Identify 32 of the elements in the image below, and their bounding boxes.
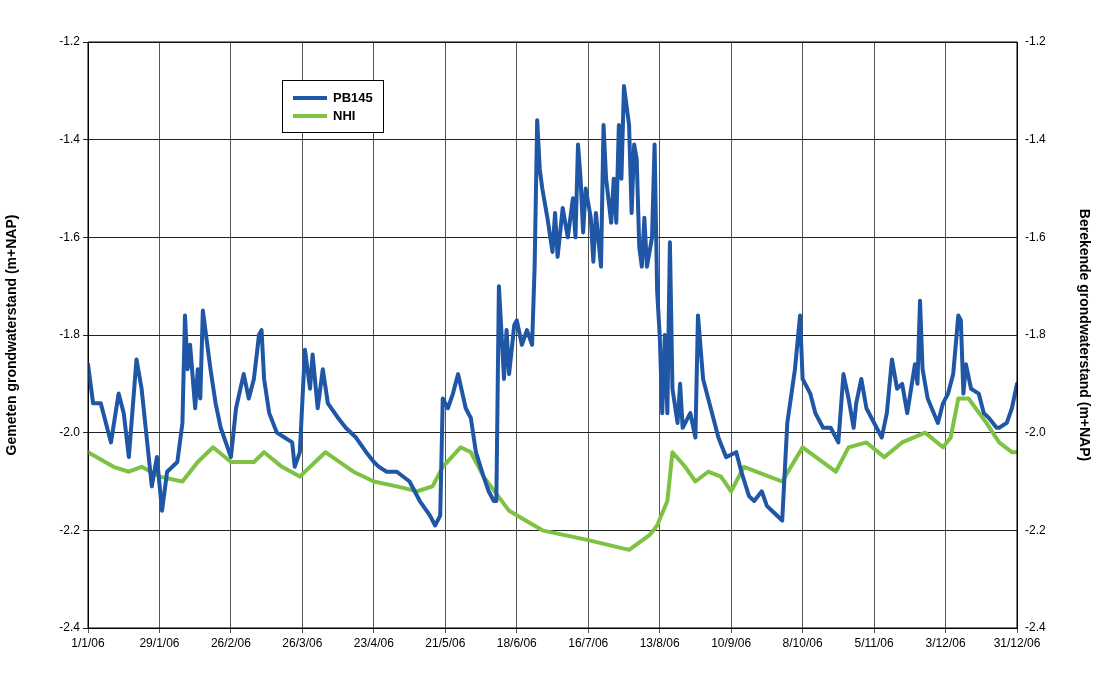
legend-label: PB145 — [333, 90, 373, 105]
y2-axis-title: Berekende grondwaterstand (m+NAP) — [1076, 208, 1093, 462]
x-tick-label: 29/1/06 — [139, 635, 180, 650]
y-tick-label: -1.8 — [59, 327, 81, 342]
y-tick-label: -1.4 — [59, 131, 81, 146]
x-tick-label: 18/6/06 — [496, 635, 538, 650]
x-tick-label: 3/12/06 — [925, 635, 966, 650]
y-tick-label: -2.0 — [59, 424, 81, 439]
y-tick-label: -2.2 — [59, 522, 81, 537]
y2-tick-label: -2.0 — [1025, 424, 1046, 439]
x-tick-label: 13/8/06 — [639, 635, 681, 650]
legend-label: NHI — [333, 108, 356, 123]
x-tick-label: 23/4/06 — [353, 635, 395, 650]
x-tick-label: 26/3/06 — [282, 635, 323, 650]
x-tick-label: 10/9/06 — [711, 635, 752, 650]
y2-tick-label: -1.8 — [1025, 327, 1046, 342]
y2-tick-label: -2.4 — [1025, 620, 1046, 635]
x-tick-label: 26/2/06 — [210, 635, 252, 650]
x-tick-label: 16/7/06 — [568, 635, 609, 650]
x-tick-label: 21/5/06 — [425, 635, 466, 650]
x-tick-label: 8/10/06 — [782, 635, 823, 650]
y-tick-label: -1.6 — [59, 229, 81, 244]
y-tick-label: -2.4 — [59, 620, 81, 635]
x-tick-label: 5/11/06 — [854, 635, 894, 650]
x-tick-label: 31/12/06 — [993, 635, 1041, 650]
y2-tick-label: -1.2 — [1025, 34, 1046, 49]
y2-tick-label: -1.6 — [1025, 229, 1046, 244]
x-tick-label: 1/1/06 — [71, 635, 105, 650]
y2-tick-label: -1.4 — [1025, 131, 1046, 146]
y-tick-label: -1.2 — [59, 34, 81, 49]
y-axis-title: Gemeten grondwaterstand (m+NAP) — [3, 214, 20, 456]
y2-tick-label: -2.2 — [1025, 522, 1046, 537]
